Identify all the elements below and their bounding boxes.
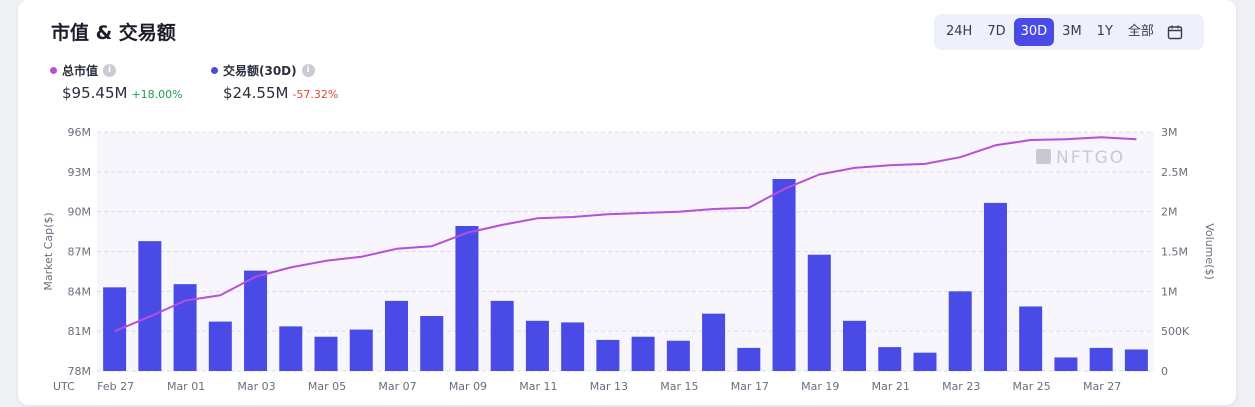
- volume-bar: [561, 322, 585, 371]
- volume-bar: [596, 339, 620, 371]
- market-cap-change: +18.00%: [131, 88, 183, 101]
- market-cap-metric: 总市值 i $95.45M +18.00%: [50, 62, 183, 102]
- volume-legend-dot: [211, 67, 218, 74]
- volume-bar: [878, 347, 902, 371]
- x-tick-label: Mar 09: [449, 380, 487, 393]
- volume-bar: [525, 320, 549, 371]
- volume-bar: [138, 241, 162, 371]
- x-tick-label: Mar 25: [1013, 380, 1051, 393]
- calendar-icon[interactable]: [1162, 18, 1188, 46]
- y-right-tick-label: 1.5M: [1161, 246, 1188, 259]
- volume-value: $24.55M: [223, 84, 289, 102]
- nftgo-watermark-text: NFTGO: [1056, 148, 1125, 168]
- market-cap-line: [114, 136, 1137, 333]
- volume-label: 交易额(30D): [223, 64, 297, 78]
- volume-bar: [1019, 306, 1043, 371]
- y-right-axis-title: Volume($): [1203, 223, 1216, 280]
- volume-bar: [737, 347, 761, 371]
- x-tick-label: Mar 17: [731, 380, 769, 393]
- volume-bar: [314, 336, 338, 371]
- volume-bar: [843, 320, 867, 371]
- volume-bar: [772, 179, 796, 371]
- range-24h-button[interactable]: 24H: [946, 24, 973, 39]
- info-icon[interactable]: i: [301, 64, 315, 77]
- nftgo-logo-icon: [1036, 149, 1051, 164]
- y-left-tick-label: 96M: [68, 126, 92, 139]
- card-title: 市值 & 交易额: [51, 22, 176, 44]
- volume-bar: [702, 313, 726, 371]
- volume-bar: [983, 202, 1007, 371]
- x-tick-label: Mar 13: [590, 380, 628, 393]
- nftgo-watermark: NFTGO: [1036, 148, 1125, 168]
- chart-card: 市值 & 交易额 24H 7D 30D 3M 1Y 全部 总市值 i $95.4…: [18, 0, 1236, 405]
- volume-bar: [173, 284, 197, 371]
- x-tick-label: Mar 05: [308, 380, 346, 393]
- range-3m-button[interactable]: 3M: [1062, 24, 1082, 39]
- y-right-tick-label: 500K: [1161, 325, 1190, 338]
- x-axis-timezone-label: UTC: [53, 380, 75, 393]
- x-tick-label: Mar 07: [378, 380, 416, 393]
- market-cap-volume-chart: 78M 0 81M 500K 84M 1M 87M 1.5M 90M 2M 93M 2.5M 96M 3M…: [42, 126, 1216, 393]
- y-left-tick-label: 90M: [68, 206, 92, 219]
- volume-bar: [807, 254, 831, 371]
- volume-change: -57.32%: [292, 88, 339, 101]
- x-tick-label: Mar 03: [237, 380, 275, 393]
- y-left-tick-label: 78M: [68, 365, 92, 378]
- volume-bar: [455, 226, 479, 371]
- volume-bar: [948, 291, 972, 371]
- info-icon[interactable]: i: [103, 64, 117, 77]
- volume-bar: [244, 270, 268, 371]
- x-tick-label: Mar 23: [942, 380, 980, 393]
- volume-bar: [631, 336, 655, 371]
- time-range-selector: 24H 7D 30D 3M 1Y 全部: [934, 14, 1204, 50]
- volume-bar: [208, 321, 232, 371]
- volume-bar: [913, 352, 937, 371]
- volume-bar: [279, 326, 303, 371]
- range-30d-button[interactable]: 30D: [1013, 18, 1055, 46]
- volume-bar: [384, 300, 408, 371]
- y-left-tick-label: 81M: [68, 325, 92, 338]
- volume-metric: 交易额(30D) i $24.55M -57.32%: [211, 62, 338, 102]
- volume-bar: [1124, 349, 1148, 371]
- x-tick-label: Mar 21: [872, 380, 910, 393]
- range-7d-button[interactable]: 7D: [987, 24, 1006, 39]
- x-tick-label: Feb 27: [97, 380, 134, 393]
- y-right-tick-label: 1M: [1161, 285, 1178, 298]
- x-tick-label: Mar 19: [801, 380, 839, 393]
- market-cap-legend-dot: [50, 67, 57, 74]
- range-all-button[interactable]: 全部: [1127, 24, 1154, 39]
- y-left-axis-title: Market Cap($): [42, 212, 55, 290]
- y-left-tick-label: 84M: [68, 285, 92, 298]
- y-right-tick-label: 3M: [1161, 126, 1178, 139]
- x-tick-label: Mar 11: [519, 380, 557, 393]
- market-cap-label: 总市值: [62, 64, 99, 78]
- y-right-tick-label: 2.5M: [1161, 166, 1188, 179]
- x-tick-label: Mar 01: [167, 380, 205, 393]
- volume-bar: [349, 329, 373, 371]
- volume-bar: [1089, 347, 1113, 371]
- y-left-tick-label: 93M: [68, 166, 92, 179]
- y-right-tick-label: 0: [1161, 365, 1168, 378]
- y-right-tick-label: 2M: [1161, 206, 1178, 219]
- volume-bar: [490, 300, 514, 371]
- x-tick-label: Mar 27: [1083, 380, 1121, 393]
- volume-bar: [103, 287, 127, 371]
- range-1y-button[interactable]: 1Y: [1096, 24, 1113, 39]
- volume-bar: [420, 316, 444, 371]
- market-cap-value: $95.45M: [62, 84, 128, 102]
- x-tick-label: Mar 15: [660, 380, 698, 393]
- volume-bar: [666, 340, 690, 371]
- y-left-tick-label: 87M: [68, 246, 92, 259]
- volume-bar: [1054, 357, 1078, 371]
